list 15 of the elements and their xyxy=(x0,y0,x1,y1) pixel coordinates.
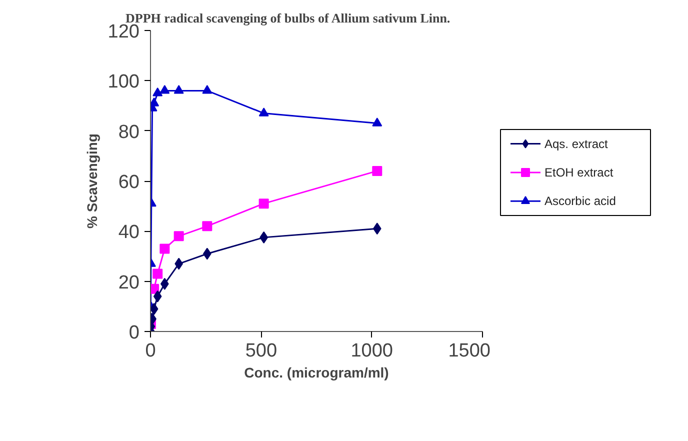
legend-label: EtOH extract xyxy=(544,165,614,180)
x-axis-title: Conc. (microgram/ml) xyxy=(244,364,389,380)
legend-label: Aqs. extract xyxy=(544,136,609,151)
x-tick-label: 1000 xyxy=(350,340,393,362)
y-tick-label: 100 xyxy=(108,72,140,93)
y-tick-label: 60 xyxy=(118,172,140,193)
y-tick-label: 40 xyxy=(118,222,140,244)
y-tick-label: 20 xyxy=(118,272,140,294)
x-tick-label: 1500 xyxy=(448,340,491,362)
legend-label: Ascorbic acid xyxy=(544,194,616,208)
x-tick-label: 500 xyxy=(245,340,278,362)
y-tick-label: 0 xyxy=(128,322,140,344)
y-tick-label: 80 xyxy=(118,122,140,143)
x-tick-label: 0 xyxy=(145,340,156,362)
y-axis-title: % Scavenging xyxy=(84,134,100,228)
